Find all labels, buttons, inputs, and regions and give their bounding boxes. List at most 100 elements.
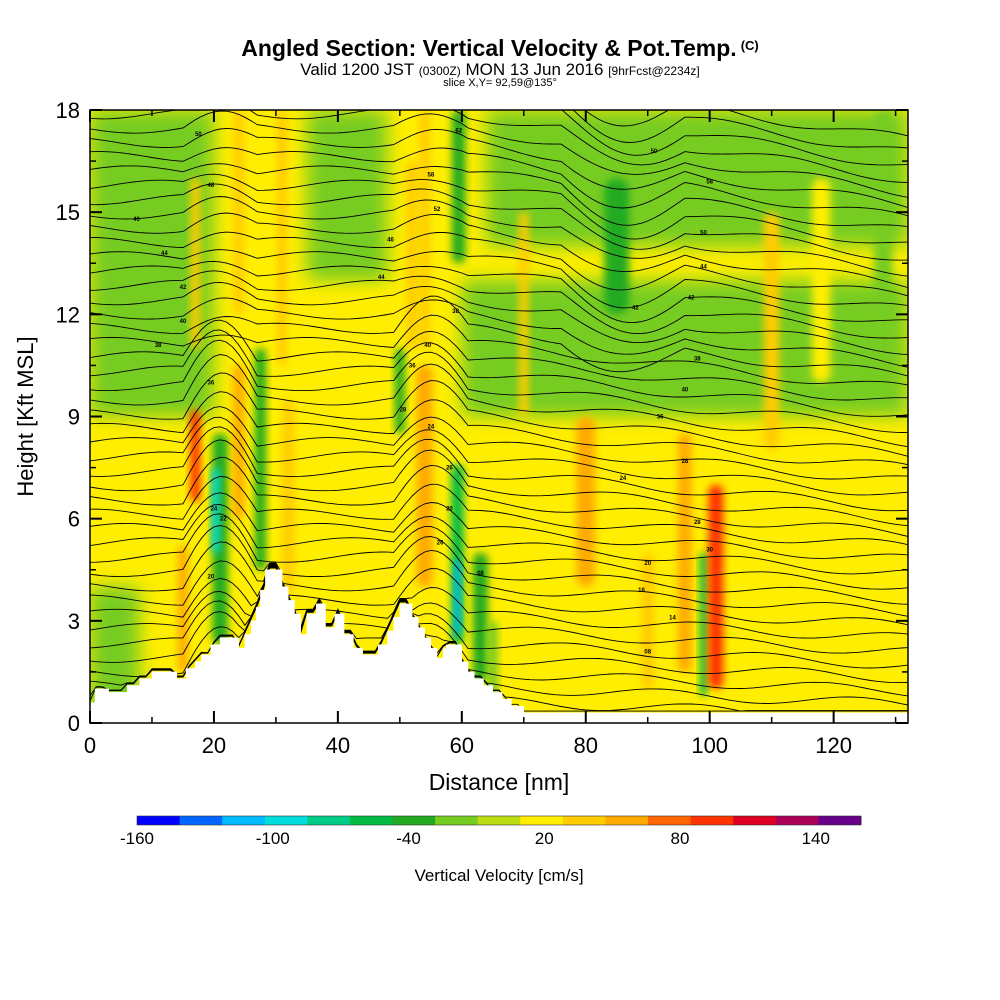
isentrope-line [90,566,908,697]
contour-label: 36 [409,363,416,369]
isentrope-line [90,163,908,228]
contour-label: 08 [477,571,484,577]
isentrope-line [90,567,908,712]
isentrope-line [90,492,908,559]
colorbar-swatch [520,816,564,825]
isentrope-line [90,416,908,496]
isentrope-line [583,110,908,137]
updraft-cell [190,178,200,349]
isentrope-line [572,110,908,149]
contour-label: 28 [682,459,689,465]
contour-label: 62 [455,128,462,134]
contour-label: 38 [155,343,162,349]
isentrope-line [90,110,908,198]
x-tick-label: 40 [326,733,350,758]
updraft-cell [406,161,418,349]
contour-label: 20 [644,561,651,567]
isentrope-line [90,503,908,575]
contour-label: 42 [632,306,639,312]
isentrope-line [561,110,908,166]
contour-label: 26 [437,541,444,547]
terrain [90,569,908,723]
contour-label: 42 [688,295,695,301]
updraft-cell [678,433,692,672]
chart-subtitle: Valid 1200 JST (0300Z) MON 13 Jun 2016 [… [0,60,1000,80]
isentrope-line [90,196,908,277]
chart-title: Angled Section: Vertical Velocity & Pot.… [0,35,1000,62]
contour-label: 38 [694,357,701,363]
colorbar-swatch [307,816,351,825]
y-tick-label: 12 [56,302,80,327]
colorbar-swatch [264,816,308,825]
x-tick-label: 20 [202,733,226,758]
updraft-cell [811,178,831,383]
colorbar-tick-label: 80 [671,829,690,848]
isentrope-line [90,565,908,669]
contour-label: 46 [387,237,394,243]
colorbar: -160 -100 -40 20 80 140 Vertical Velocity [cm/… [120,815,862,885]
contour-label: 50 [700,231,707,237]
contour-label: 50 [651,149,658,155]
isentrope-line [90,260,908,324]
x-tick-label: 0 [84,733,96,758]
downdraft-cell [699,552,708,696]
isentrope-line [90,231,908,297]
isentrope-line [90,281,908,355]
colorbar-swatch [818,816,862,825]
colorbar-swatch [222,816,266,825]
contour-label: 50 [195,132,202,138]
velocity-field [90,110,908,723]
contour-label: 40 [424,343,431,349]
colorbar-tick-label: -160 [120,829,154,848]
contour-label: 30 [706,547,713,553]
downdraft-cell [472,552,488,683]
contour-label: 42 [180,285,187,291]
isentrope-line [90,173,908,244]
contour-label: 24 [211,506,218,512]
downdraft-cell [254,348,266,570]
colorbar-swatch [435,816,479,825]
y-tick-label: 15 [56,200,80,225]
colorbar-border [136,815,862,826]
colorbar-swatch [562,816,606,825]
isentrope-line [90,319,908,401]
isentrope-line [90,439,908,527]
contour-label: 44 [378,275,385,281]
isentrope-line [90,565,908,684]
contour-label: 28 [694,520,701,526]
colorbar-swatch [477,816,521,825]
downdraft-cell [873,110,893,315]
colorbar-swatch [775,816,819,825]
contour-label: 44 [161,251,168,257]
isentrope-line [90,297,908,368]
contour-label: 44 [700,265,707,271]
contour-label: 24 [620,476,627,482]
isentrope-line [90,426,908,512]
updraft-cell [419,110,430,349]
isentrope-line [90,564,908,639]
contour-label: 22 [220,517,227,523]
contour-label: 18 [638,588,645,594]
isentrope-line [90,525,908,605]
isentrope-line [90,147,908,217]
contour-label: 36 [657,415,664,421]
contour-label: 20 [446,506,453,512]
isentrope-line [90,110,908,183]
contour-label: 36 [207,380,214,386]
contour-label: 48 [207,183,214,189]
isentrope-line [90,456,908,537]
isentrope-line [90,541,908,617]
contour-label: 28 [400,408,407,414]
contour-label: 24 [427,425,434,431]
downdraft-cell [212,467,220,553]
colorbar-swatch [605,816,649,825]
contour-label: 26 [446,466,453,472]
forecast-info: [9hrFcst@2234z] [608,64,700,78]
colorbar-swatch [392,816,436,825]
contour-label: 46 [133,217,140,223]
isentrope-line [90,513,908,590]
contour-label: 52 [434,207,441,213]
isentrope-line [90,372,908,457]
colorbar-label: Vertical Velocity [cm/s] [414,866,583,885]
